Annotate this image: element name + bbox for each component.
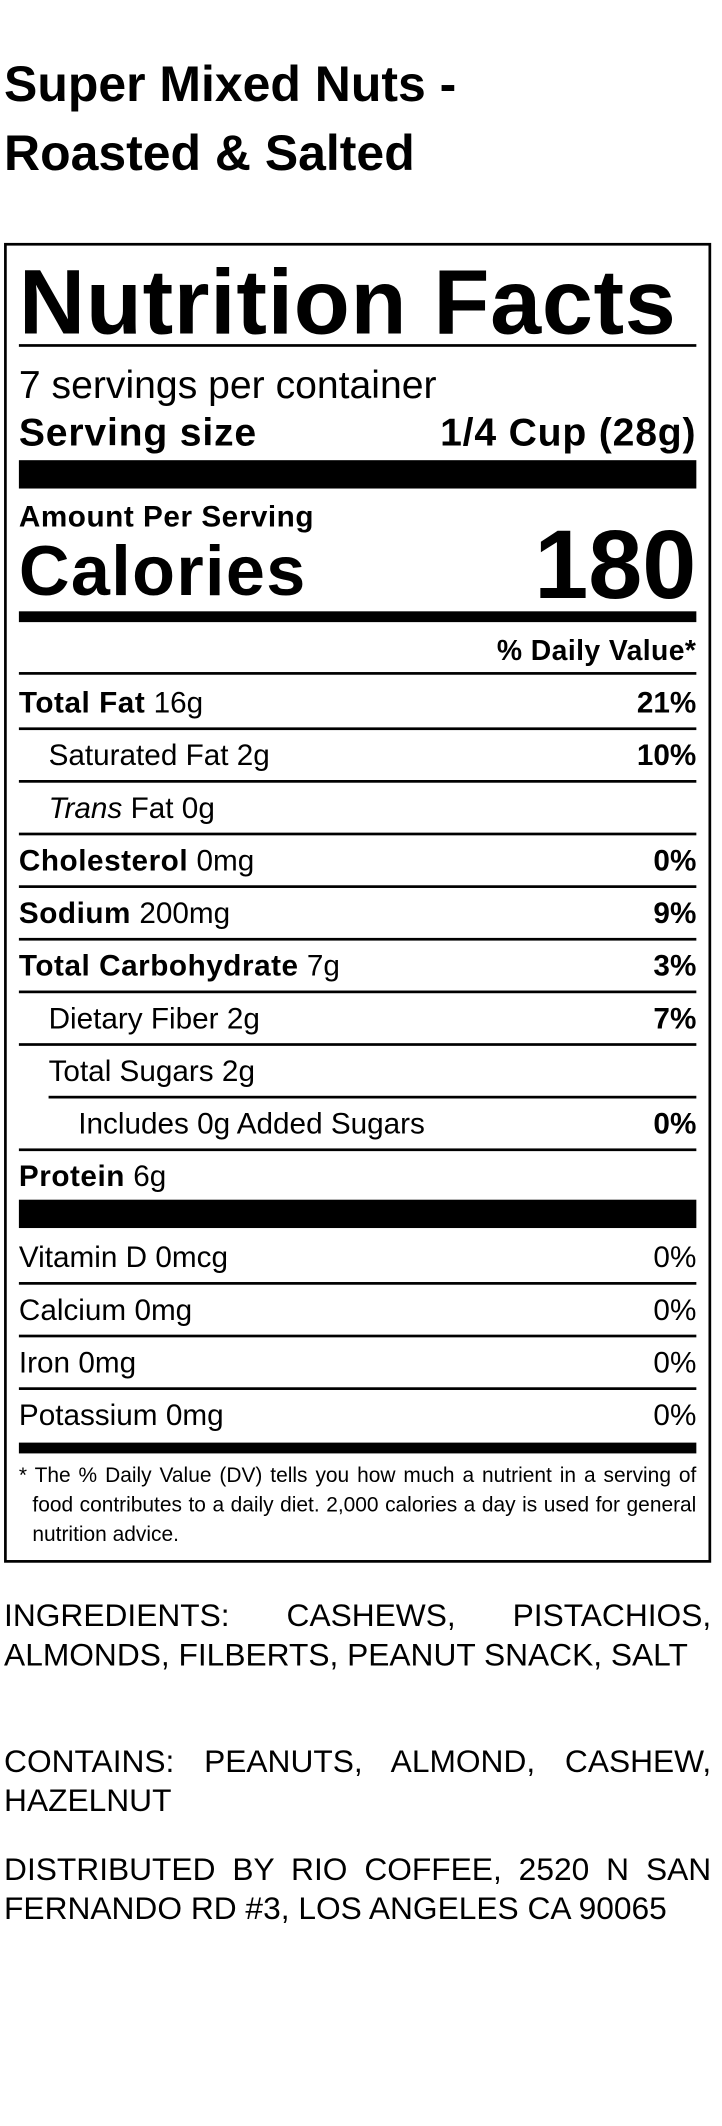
nutrient-name: Saturated Fat xyxy=(48,738,229,772)
nutrient-amount: 6g xyxy=(133,1159,167,1193)
vitamin-dv: 0% xyxy=(653,1240,697,1274)
nutrient-amount: 2g xyxy=(226,1001,260,1036)
nutrient-row: Sodium 200mg xyxy=(18,896,231,930)
vitamin-name: Iron xyxy=(18,1345,71,1380)
nutrient-amount: 2g xyxy=(236,738,270,772)
product-title: Super Mixed Nuts - xyxy=(4,56,457,112)
amount-per-serving: Amount Per Serving xyxy=(18,499,315,534)
rule xyxy=(18,344,697,347)
rule xyxy=(18,1387,697,1390)
nutrient-name: Dietary Fiber xyxy=(48,1001,219,1036)
vitamin-name: Vitamin D xyxy=(18,1240,148,1274)
nutrient-name: Includes 0g Added Sugars xyxy=(78,1106,425,1141)
nutrition-heading: Nutrition Facts xyxy=(18,251,677,354)
rule xyxy=(18,727,697,730)
nutrient-row: Total Fat 16g xyxy=(19,688,203,718)
vitamin-amount: 0mg xyxy=(78,1345,137,1380)
rule xyxy=(18,1334,697,1337)
nutrient-name: Fat xyxy=(130,790,174,825)
rule xyxy=(48,1095,697,1098)
nutrient-dv: 10% xyxy=(636,738,697,772)
nutrient-row: Dietary Fiber 2g xyxy=(48,1001,260,1036)
serving-size: 1/4 Cup (28g) xyxy=(440,410,697,455)
nutrient-amount: 7g xyxy=(306,948,340,983)
nutrient-amount: 16g xyxy=(153,685,204,720)
rule xyxy=(18,672,697,675)
nutrient-row: Protein 6g xyxy=(18,1159,167,1193)
vitamin-row: Iron 0mg xyxy=(18,1345,137,1380)
nutrient-dv: 21% xyxy=(636,685,697,720)
nutrient-name: Total Carbohydrate xyxy=(18,948,299,983)
nutrient-dv: 0% xyxy=(653,843,697,878)
rule xyxy=(18,937,697,940)
nutrient-name: Sodium xyxy=(18,896,132,930)
nutrient-dv: 0% xyxy=(653,1106,697,1141)
product-title: Roasted & Salted xyxy=(4,124,415,181)
rule xyxy=(18,1148,697,1151)
nutrient-amount: 0g xyxy=(181,790,215,825)
rule xyxy=(18,1442,697,1454)
contains: CONTAINS: PEANUTS, ALMOND, CASHEW, HAZEL… xyxy=(4,1743,712,1818)
serving-size-label: Serving size xyxy=(18,410,258,455)
vitamin-name: Potassium xyxy=(18,1398,158,1432)
rule xyxy=(18,832,697,835)
rule xyxy=(18,1199,697,1229)
rule xyxy=(18,885,697,888)
calories: 180 xyxy=(534,511,697,620)
nutrient-row: Trans Fat 0g xyxy=(48,790,215,825)
footnote: * The % Daily Value (DV) tells you how m… xyxy=(18,1464,697,1547)
ingredients: INGREDIENTS: CASHEWS, PISTACHIOS, ALMOND… xyxy=(4,1597,712,1673)
vitamin-row: Vitamin D 0mcg xyxy=(18,1240,228,1274)
vitamin-amount: 0mcg xyxy=(155,1240,228,1274)
rule xyxy=(18,611,697,623)
vitamin-dv: 0% xyxy=(653,1398,697,1432)
vitamin-dv: 0% xyxy=(653,1345,697,1380)
rule xyxy=(18,460,697,489)
vitamin-name: Calcium xyxy=(18,1292,127,1327)
vitamin-row: Potassium 0mg xyxy=(18,1398,224,1432)
nutrient-dv: 3% xyxy=(653,948,697,983)
vitamin-amount: 0mg xyxy=(165,1398,224,1432)
rule xyxy=(18,1043,697,1046)
rule xyxy=(18,990,697,993)
servings: 7 servings per container xyxy=(18,363,437,407)
nutrient-name-italic: Trans xyxy=(48,790,123,825)
nutrient-amount: 0mg xyxy=(196,843,255,878)
nutrient-name: Protein xyxy=(18,1159,125,1193)
vitamin-amount: 0mg xyxy=(134,1292,193,1327)
distributor: DISTRIBUTED BY RIO COFFEE, 2520 N SAN FE… xyxy=(4,1851,712,1926)
calories-label: Calories xyxy=(18,533,307,612)
nutrient-row: Total Carbohydrate 7g xyxy=(19,951,340,981)
rule xyxy=(18,1282,697,1285)
nutrient-name: Cholesterol xyxy=(18,843,189,878)
nutrient-row: Cholesterol 0mg xyxy=(18,843,255,878)
label-box xyxy=(4,242,712,1563)
nutrient-amount: 200mg xyxy=(139,896,231,930)
nutrient-row: Saturated Fat 2g xyxy=(48,738,270,772)
nutrient-row: Total Sugars 2g xyxy=(48,1053,255,1088)
nutrient-dv: 7% xyxy=(653,1001,697,1036)
rule xyxy=(18,780,697,783)
nutrient-row: Includes 0g Added Sugars xyxy=(78,1109,425,1139)
nutrient-dv: 9% xyxy=(653,896,697,930)
dv-header: % Daily Value* xyxy=(496,634,697,666)
nutrient-name: Total Sugars xyxy=(48,1053,214,1088)
nutrient-name: Total Fat xyxy=(18,685,146,720)
vitamin-dv: 0% xyxy=(653,1292,697,1327)
vitamin-row: Calcium 0mg xyxy=(18,1292,193,1327)
nutrient-amount: 2g xyxy=(221,1053,255,1088)
